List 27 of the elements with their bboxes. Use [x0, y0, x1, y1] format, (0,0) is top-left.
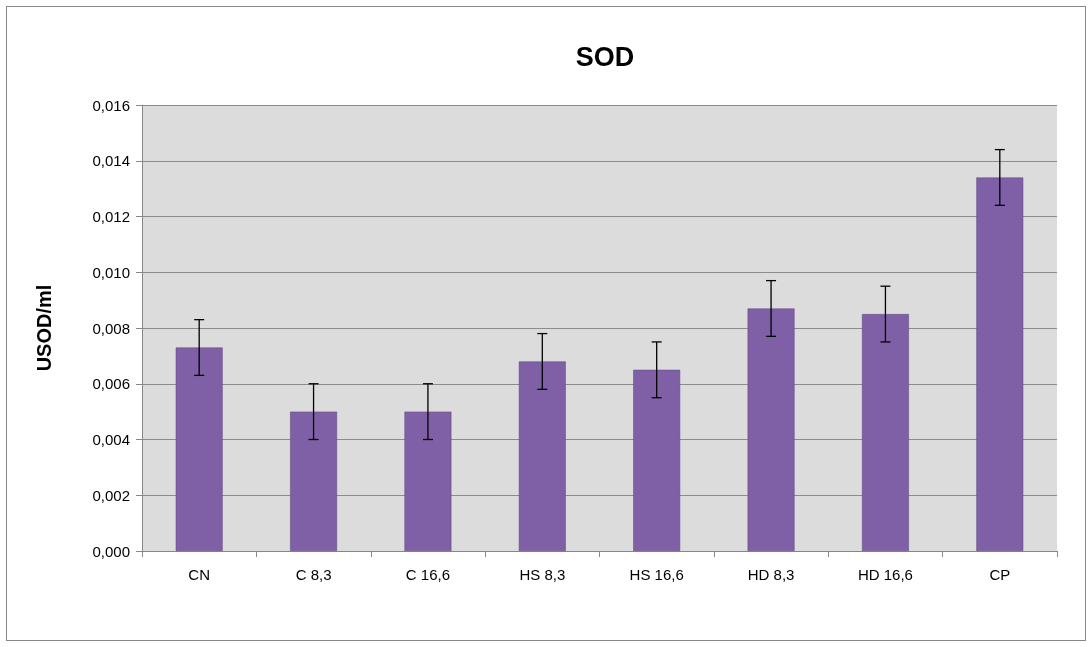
y-axis-title: USOD/ml: [33, 284, 55, 372]
bar: [175, 347, 223, 551]
y-tick-label: 0,010: [92, 263, 130, 281]
y-tick-label: 0,012: [92, 208, 130, 225]
bar: [633, 369, 681, 551]
bar: [976, 177, 1024, 551]
x-tick-label: HD 8,3: [747, 566, 795, 583]
bar: [518, 361, 566, 551]
y-tick-label: 0,004: [92, 431, 130, 448]
bar: [290, 411, 338, 551]
bar: [747, 308, 795, 551]
y-tick-label: 0,008: [92, 319, 130, 337]
chart-title: SOD: [575, 41, 635, 72]
y-tick-label: 0,002: [92, 486, 130, 504]
x-tick-label: CN: [188, 566, 211, 583]
y-tick-label: 0,016: [92, 96, 130, 114]
bar: [861, 314, 909, 551]
bar: [404, 411, 452, 551]
x-tick-label: C 8,3: [295, 566, 332, 583]
x-tick-label: HD 16,6: [857, 566, 913, 583]
x-tick-label: HS 8,3: [519, 566, 566, 583]
y-tick-label: 0,006: [92, 375, 130, 393]
y-tick-label: 0,000: [92, 542, 130, 560]
x-tick-label: HS 16,6: [629, 566, 684, 583]
x-tick-label: C 16,6: [405, 566, 451, 583]
y-tick-label: 0,014: [92, 152, 130, 170]
x-tick-label: CP: [989, 566, 1011, 583]
